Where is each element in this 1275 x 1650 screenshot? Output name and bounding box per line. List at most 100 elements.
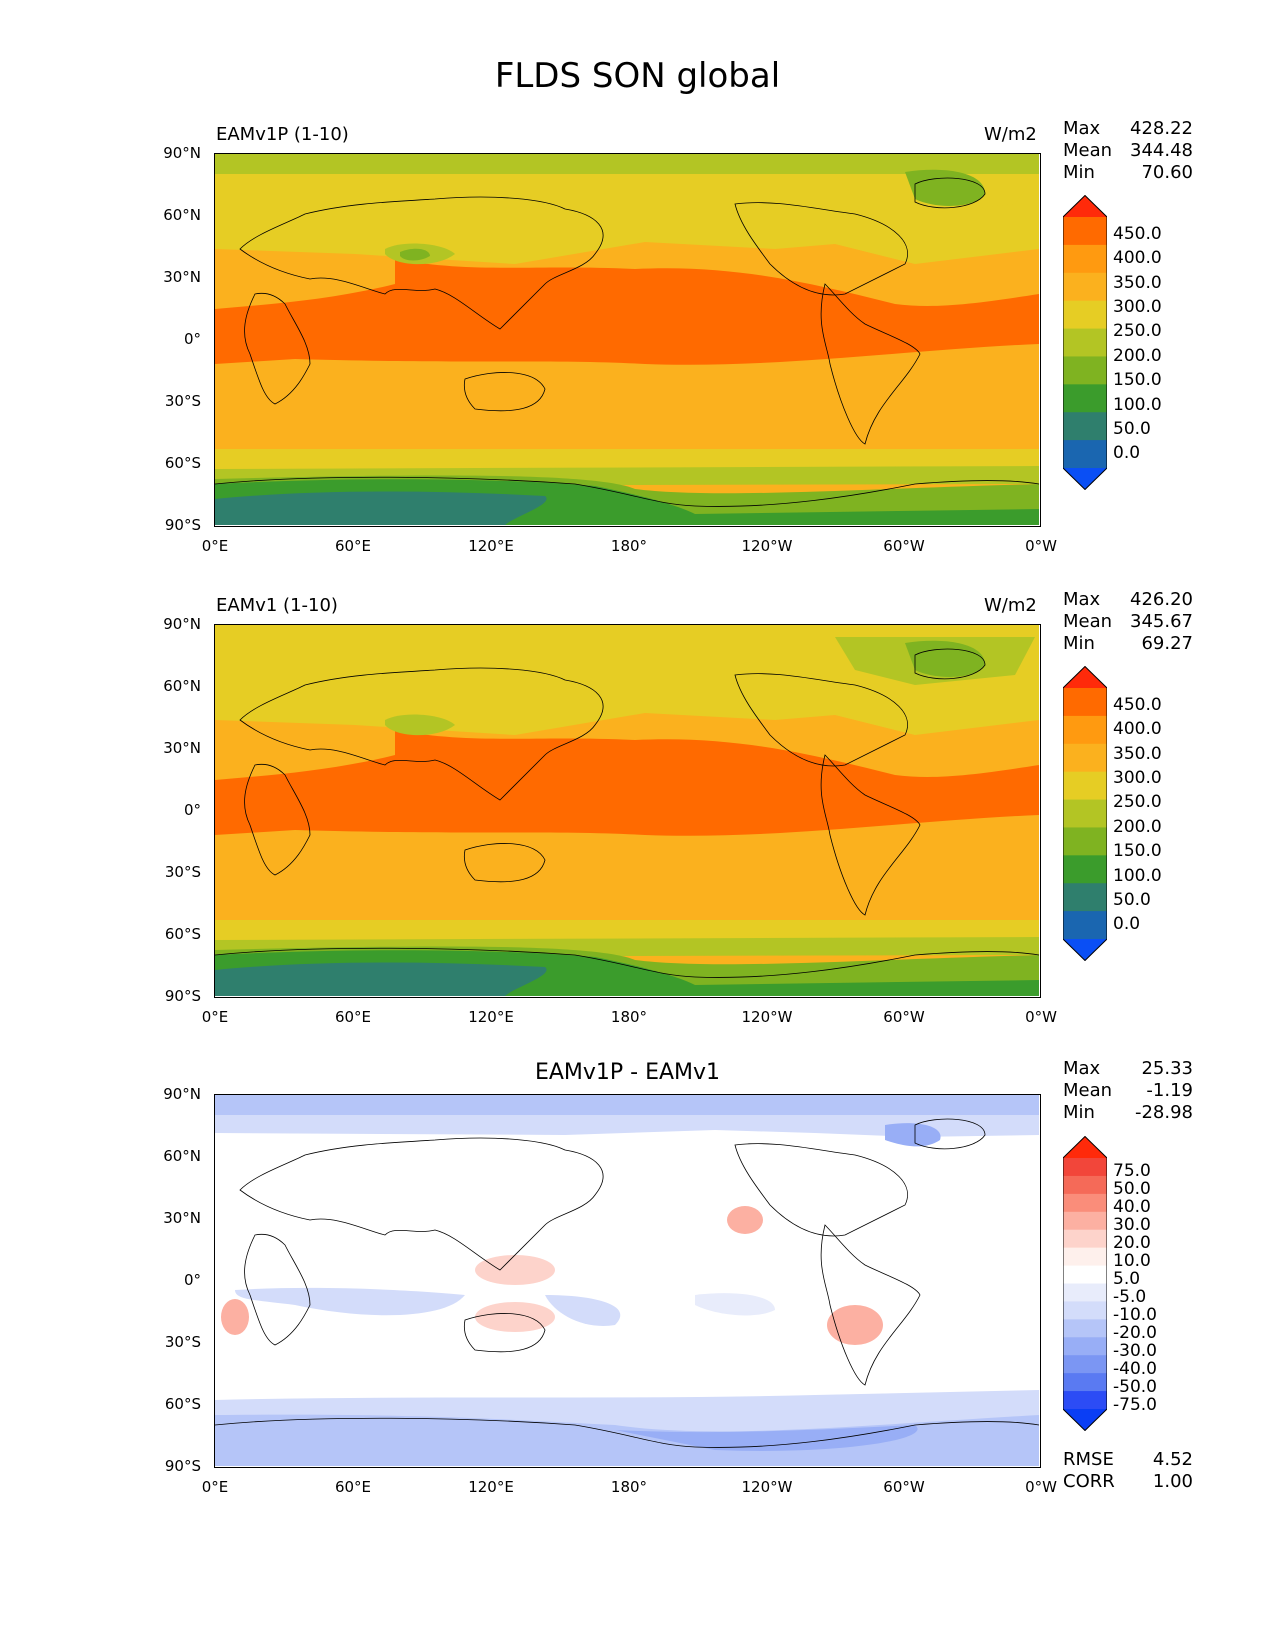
ytick: 60°S (164, 925, 201, 943)
colorbar-segment (1063, 1337, 1107, 1356)
ytick: 30°S (164, 392, 201, 410)
map-eamv1p (214, 153, 1041, 527)
stat-max-value: 426.20 (1130, 589, 1193, 610)
colorbar-tick: 150.0 (1113, 370, 1162, 390)
map-difference (214, 1094, 1041, 1468)
xtick: 120°E (468, 1008, 514, 1026)
colorbar-extend-max (1063, 666, 1107, 688)
stat-mean-label: Mean (1063, 1080, 1113, 1101)
colorbar-segment (1063, 300, 1107, 330)
ytick: 0° (183, 330, 201, 348)
colorbar-segment (1063, 1391, 1107, 1410)
colorbar-tick: 350.0 (1113, 744, 1162, 764)
colorbar-tick: -10.0 (1113, 1305, 1157, 1325)
stat-max-label: Max (1063, 589, 1101, 610)
colorbar-tick: 450.0 (1113, 695, 1162, 715)
ytick: 90°S (164, 987, 201, 1005)
colorbar-segment (1063, 911, 1107, 940)
stat-min-label: Min (1063, 1102, 1095, 1123)
xtick: 0°W (1025, 537, 1057, 555)
xtick: 60°W (883, 1478, 925, 1496)
colorbar-abs (1063, 666, 1107, 961)
xtick: 120°E (468, 1478, 514, 1496)
xtick: 60°W (883, 1008, 925, 1026)
colorbar-extend-min (1063, 939, 1107, 961)
units-label: W/m2 (984, 595, 1037, 616)
colorbar-segment (1063, 799, 1107, 828)
colorbar-segment (1063, 1319, 1107, 1338)
xtick: 120°E (468, 537, 514, 555)
xtick: 120°W (741, 1478, 793, 1496)
units-label: W/m2 (984, 124, 1037, 145)
ytick: 30°N (163, 268, 201, 286)
colorbar-segment (1063, 328, 1107, 357)
stats-box: Max 426.20 Mean 345.67 Min 69.27 (1063, 589, 1193, 655)
stat-rmse-label: RMSE (1063, 1449, 1114, 1470)
colorbar-segment (1063, 1193, 1107, 1213)
colorbar-segment (1063, 715, 1107, 745)
colorbar-segment (1063, 1158, 1107, 1177)
xtick: 60°W (883, 537, 925, 555)
panel-label: EAMv1P (1-10) (216, 124, 349, 145)
ytick: 60°N (163, 1147, 201, 1165)
colorbar-tick: 10.0 (1113, 1251, 1151, 1271)
colorbar-segment (1063, 412, 1107, 441)
stat-max-value: 25.33 (1141, 1058, 1193, 1079)
colorbar-segment (1063, 217, 1107, 246)
stat-mean-label: Mean (1063, 140, 1113, 161)
colorbar-segment (1063, 1175, 1107, 1195)
colorbar-segment (1063, 356, 1107, 385)
colorbar-tick: -5.0 (1113, 1287, 1147, 1307)
colorbar-segment (1063, 743, 1107, 773)
colorbar-segment (1063, 1283, 1107, 1302)
colorbar-segment (1063, 440, 1107, 469)
colorbar-extend-min (1063, 468, 1107, 490)
colorbar-tick: 400.0 (1113, 719, 1162, 739)
stats-box: Max 428.22 Mean 344.48 Min 70.60 (1063, 118, 1193, 184)
colorbar-tick: 250.0 (1113, 792, 1162, 812)
colorbar-tick: 200.0 (1113, 817, 1162, 837)
ytick: 60°S (164, 454, 201, 472)
ytick: 90°N (163, 1085, 201, 1103)
ytick: 90°S (164, 516, 201, 534)
colorbar-tick: 100.0 (1113, 395, 1162, 415)
colorbar-segment (1063, 384, 1107, 413)
stat-max-label: Max (1063, 1058, 1101, 1079)
colorbar-segment (1063, 1229, 1107, 1249)
ytick: 90°N (163, 615, 201, 633)
colorbar-segment (1063, 244, 1107, 274)
colorbar-tick: 0.0 (1113, 443, 1141, 463)
colorbar-extend-max (1063, 195, 1107, 217)
stat-min-label: Min (1063, 162, 1095, 183)
stat-mean-label: Mean (1063, 611, 1113, 632)
ytick: 30°S (164, 1333, 201, 1351)
stat-min-value: -28.98 (1134, 1102, 1193, 1123)
colorbar-tick: 20.0 (1113, 1233, 1151, 1253)
ytick: 60°N (163, 206, 201, 224)
colorbar-segment (1063, 883, 1107, 912)
stat-max-value: 428.22 (1130, 118, 1193, 139)
ytick: 0° (183, 801, 201, 819)
xtick: 0°E (201, 1478, 229, 1496)
colorbar-tick: 450.0 (1113, 224, 1162, 244)
stats-box: Max 25.33 Mean -1.19 Min -28.98 (1063, 1058, 1193, 1124)
colorbar-segment (1063, 1355, 1107, 1374)
colorbar-tick: 200.0 (1113, 346, 1162, 366)
xtick: 0°E (201, 1008, 229, 1026)
colorbar-tick: 40.0 (1113, 1197, 1151, 1217)
colorbar-tick: 150.0 (1113, 841, 1162, 861)
stat-rmse-value: 4.52 (1152, 1449, 1193, 1470)
stat-max-label: Max (1063, 118, 1101, 139)
xtick: 0°W (1025, 1008, 1057, 1026)
colorbar-extend-min (1063, 1409, 1107, 1431)
stat-corr-label: CORR (1063, 1471, 1115, 1492)
rmse-corr-box: RMSE 4.52 CORR 1.00 (1063, 1449, 1193, 1493)
colorbar-segment (1063, 1301, 1107, 1320)
xtick: 120°W (741, 1008, 793, 1026)
xtick: 180° (610, 537, 648, 555)
colorbar-tick: 50.0 (1113, 419, 1151, 439)
xtick: 60°E (334, 1008, 372, 1026)
colorbar-segment (1063, 1373, 1107, 1392)
map-eamv1 (214, 624, 1041, 998)
colorbar-tick: -40.0 (1113, 1359, 1157, 1379)
